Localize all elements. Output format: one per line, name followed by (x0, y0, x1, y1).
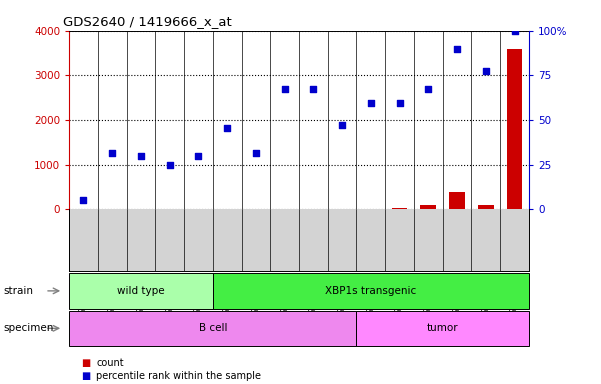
Bar (356, 311, 529, 346)
Point (395, 100, 404, 106)
Bar (421, 205, 436, 209)
Point (222, 124, 232, 131)
Text: specimen: specimen (3, 323, 53, 333)
Text: percentile rank within the sample: percentile rank within the sample (96, 371, 261, 381)
Point (251, 149, 261, 156)
Text: tumor: tumor (427, 323, 459, 333)
Point (452, 46, 462, 52)
Text: B cell: B cell (198, 323, 227, 333)
Point (510, 28, 519, 34)
Point (165, 162, 174, 168)
Point (136, 153, 146, 159)
Text: strain: strain (3, 286, 33, 296)
Point (194, 153, 203, 159)
Bar (69, 311, 356, 346)
Bar (507, 49, 522, 209)
Bar (449, 192, 465, 209)
Point (79, 197, 88, 204)
Point (481, 68, 490, 74)
Bar (213, 273, 529, 309)
Text: XBP1s transgenic: XBP1s transgenic (325, 286, 416, 296)
Point (108, 150, 117, 156)
Bar (69, 273, 213, 309)
Text: ■: ■ (81, 371, 90, 381)
Point (337, 122, 347, 128)
Text: ■: ■ (81, 358, 90, 368)
Text: wild type: wild type (117, 286, 165, 296)
Text: GDS2640 / 1419666_x_at: GDS2640 / 1419666_x_at (63, 15, 232, 28)
Text: count: count (96, 358, 124, 368)
Point (308, 86, 318, 92)
Bar (392, 208, 407, 209)
Bar (478, 205, 493, 209)
Point (280, 86, 290, 92)
Point (424, 86, 433, 92)
Point (366, 100, 376, 106)
